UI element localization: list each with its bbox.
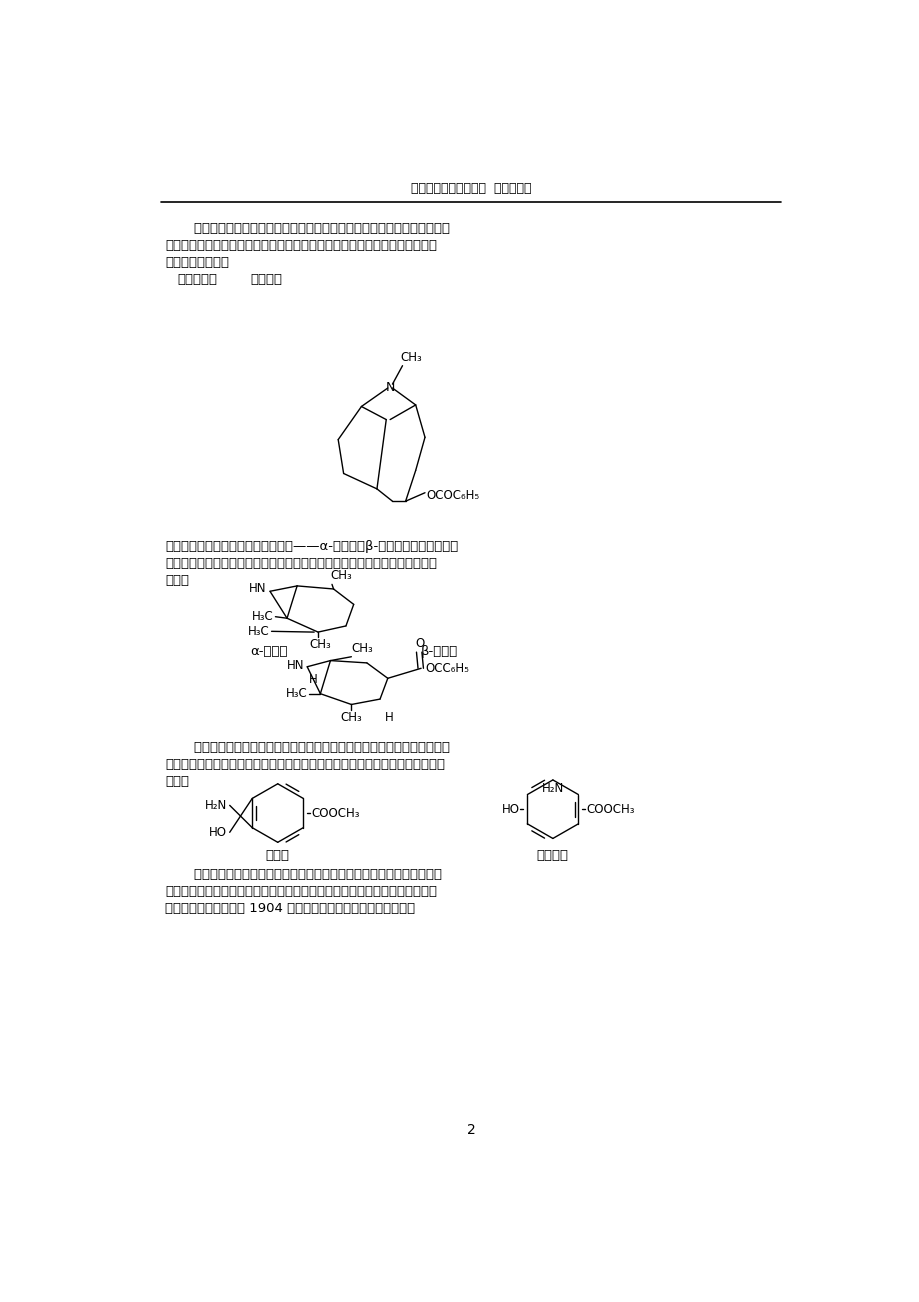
Text: 由于对氨基苯甲酸类化合物的水溶性太小，不能供注射应用，而制成盐: 由于对氨基苯甲酸类化合物的水溶性太小，不能供注射应用，而制成盐 [176,868,441,881]
Text: H₃C: H₃C [285,687,307,700]
Text: 的结构式: 的结构式 [250,272,282,285]
Text: β-优卡因: β-优卡因 [421,646,458,659]
Text: 托哌可卡因: 托哌可卡因 [176,272,217,285]
Text: COOCH₃: COOCH₃ [311,806,359,819]
Text: 2: 2 [467,1124,475,1137]
Text: H₂N: H₂N [205,799,227,812]
Text: O: O [414,637,424,650]
Text: 酸甲酯结构，同样具有较强的局麻作用。由此说明苯甲酸酯在可卡因的局麻作: 酸甲酯结构，同样具有较强的局麻作用。由此说明苯甲酸酯在可卡因的局麻作 [165,238,437,251]
Text: 苯甲酸氨代烷基酯。在 1904 年合成了局麻作用优良的普鲁卡因。: 苯甲酸氨代烷基酯。在 1904 年合成了局麻作用优良的普鲁卡因。 [165,902,415,915]
Text: HN: HN [248,582,266,595]
Text: 必要。: 必要。 [165,574,189,587]
Text: CH₃: CH₃ [400,352,422,365]
Text: 认识到苯甲酸酯的重要性后，便开始了苯甲酸酯类化合物局部麻醉作用的: 认识到苯甲酸酯的重要性后，便开始了苯甲酸酯类化合物局部麻醉作用的 [176,741,449,754]
Text: α-优卡因: α-优卡因 [250,646,288,659]
Text: H₂N: H₂N [541,783,563,796]
Text: OCC₆H₅: OCC₆H₅ [425,661,469,674]
Text: 酸盐的酸性又太强、也不能应用。为了克服此缺点，有合成了一系列的对氨基: 酸盐的酸性又太强、也不能应用。为了克服此缺点，有合成了一系列的对氨基 [165,885,437,898]
Text: 新阿索方: 新阿索方 [537,849,568,862]
Text: HO: HO [210,825,227,838]
Text: 阿索方: 阿索方 [266,849,289,862]
Text: H: H [384,711,393,724]
Text: H₃C: H₃C [248,625,269,638]
Text: HO: HO [501,803,519,815]
Text: 后来又发现了两个六氢吡啶的衍生物——α-优卡因和β-优卡因，两者均有类似: 后来又发现了两个六氢吡啶的衍生物——α-优卡因和β-优卡因，两者均有类似 [165,540,459,553]
Text: 合物。: 合物。 [165,775,189,788]
Text: HN: HN [287,660,304,672]
Text: CH₃: CH₃ [351,642,373,655]
Text: H: H [309,673,318,686]
Text: 此外，从爪哇古柯树叶中提取出的生物碱托哌可卡因，其分子内不存在羧: 此外，从爪哇古柯树叶中提取出的生物碱托哌可卡因，其分子内不存在羧 [176,221,449,234]
Text: CH₃: CH₃ [340,711,362,724]
Text: 用中起重要作用。: 用中起重要作用。 [165,255,229,268]
Text: 可卡因的局麻作用，其水溶液较稳定，毒性也低。由此说明爱康宁的结构并非: 可卡因的局麻作用，其水溶液较稳定，毒性也低。由此说明爱康宁的结构并非 [165,557,437,570]
Text: CH₃: CH₃ [330,569,352,582]
Text: OCOC₆H₅: OCOC₆H₅ [426,488,479,501]
Text: N: N [385,380,394,393]
Text: COOCH₃: COOCH₃ [585,803,634,815]
Text: 《药物化学》教学笔记  局部麻醉药: 《药物化学》教学笔记 局部麻醉药 [411,182,531,195]
Text: 研究。先后得到对氨基苯甲酸乙酯、阿索方和新阿索方等具有较强局麻作用的化: 研究。先后得到对氨基苯甲酸乙酯、阿索方和新阿索方等具有较强局麻作用的化 [165,758,445,771]
Text: H₃C: H₃C [252,611,274,624]
Text: CH₃: CH₃ [309,638,331,651]
